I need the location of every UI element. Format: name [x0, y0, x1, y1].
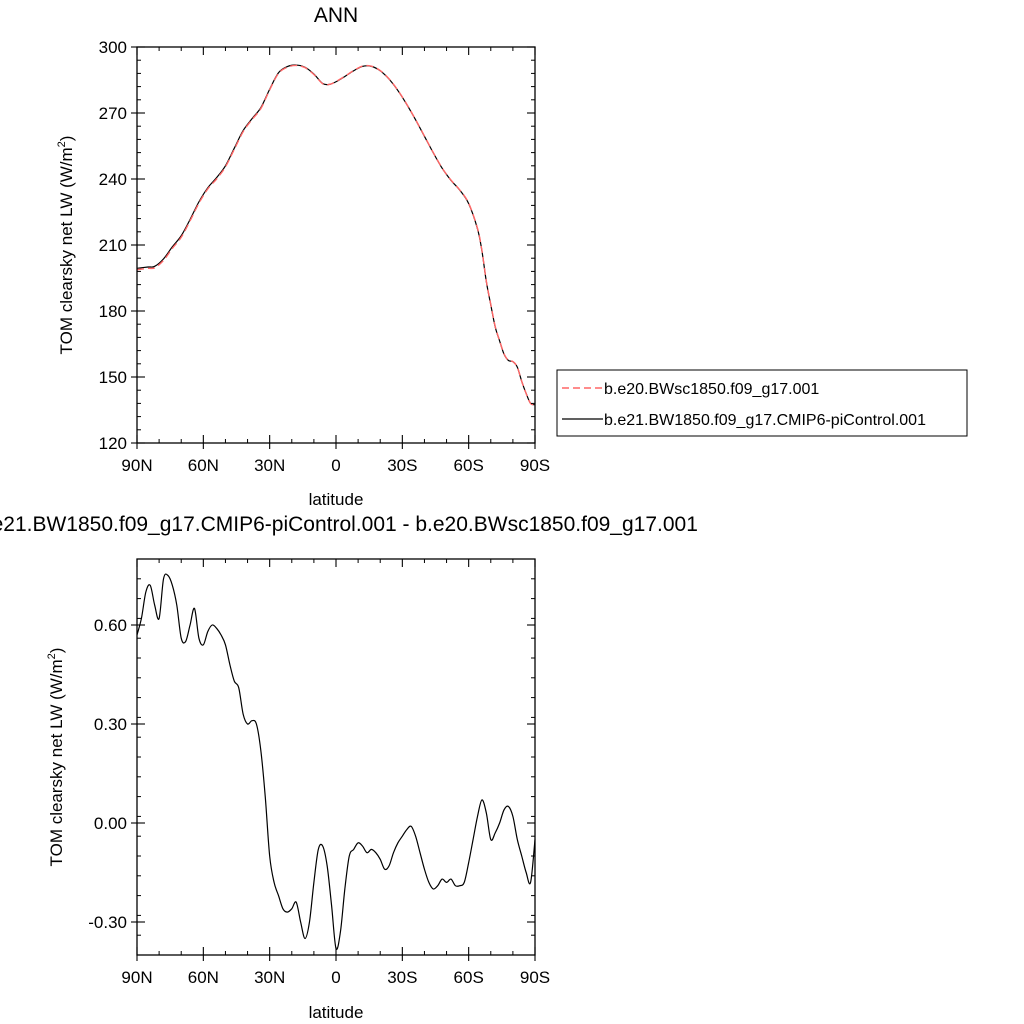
top-panel-x-tick-label: 60N — [188, 456, 219, 475]
bottom-panel-y-tick-label: 0.00 — [94, 814, 127, 833]
bottom-panel-y-tick-label: 0.60 — [94, 616, 127, 635]
top-panel: ANN 90N 60N 30N 0 30S 60S 90S 120 150 180 210 240 27… — [56, 4, 968, 509]
top-panel-y-tick-label: 150 — [99, 368, 127, 387]
bottom-panel-x-axis-label: latitude — [309, 1003, 364, 1022]
top-panel-y-tick-label: 300 — [99, 38, 127, 57]
top-panel-y-tick-label: 210 — [99, 236, 127, 255]
top-panel-plot-frame — [136, 46, 536, 444]
top-panel-x-tick-label: 0 — [331, 456, 340, 475]
bottom-panel-y-axis-label: TOM clearsky net LW (W/m2) — [46, 648, 66, 867]
top-panel-x-axis-label: latitude — [309, 490, 364, 509]
top-panel-y-axis-label-close: ) — [57, 136, 76, 142]
bottom-panel-series-line-1 — [136, 573, 536, 950]
bottom-panel-title: b.e21.BW1850.f09_g17.CMIP6-piControl.001… — [0, 513, 698, 536]
bottom-panel-x-tick-label: 90S — [520, 968, 550, 987]
bottom-panel-x-tick-label: 60S — [454, 968, 484, 987]
top-panel-series-line-2 — [136, 64, 536, 406]
legend-label-series-2: b.e21.BW1850.f09_g17.CMIP6-piControl.001 — [604, 412, 926, 429]
bottom-panel-y-tick-label: 0.30 — [94, 715, 127, 734]
top-panel-y-axis-label: TOM clearsky net LW (W/m2) — [56, 136, 76, 355]
bottom-panel-y-axis-label-superscript: 2 — [46, 653, 58, 659]
top-panel-series-line-1 — [136, 64, 536, 406]
top-panel-x-tick-label: 60S — [454, 456, 484, 475]
bottom-panel-x-tick-label: 60N — [188, 968, 219, 987]
top-panel-y-axis-label-superscript: 2 — [56, 141, 68, 147]
bottom-panel-x-tick-label: 0 — [331, 968, 340, 987]
top-panel-y-tick-label: 270 — [99, 104, 127, 123]
bottom-panel: b.e21.BW1850.f09_g17.CMIP6-piControl.001… — [0, 513, 698, 1022]
top-panel-x-tick-label: 30S — [387, 456, 417, 475]
top-panel-x-tick-label: 90N — [121, 456, 152, 475]
bottom-panel-y-axis-label-close: ) — [47, 648, 66, 654]
top-panel-axes: 90N 60N 30N 0 30S 60S 90S 120 150 180 210 240 270 300 — [99, 38, 551, 475]
bottom-panel-x-tick-label: 30N — [254, 968, 285, 987]
bottom-panel-series-layer — [136, 573, 536, 950]
bottom-panel-x-tick-label: 90N — [121, 968, 152, 987]
top-panel-y-tick-label: 180 — [99, 302, 127, 321]
legend: b.e20.BWsc1850.f09_g17.001 b.e21.BW1850.… — [556, 369, 968, 437]
bottom-panel-x-tick-label: 30S — [387, 968, 417, 987]
top-panel-x-tick-label: 90S — [520, 456, 550, 475]
top-panel-y-tick-label: 120 — [99, 434, 127, 453]
top-panel-y-axis-label-main: TOM clearsky net LW (W/m — [57, 147, 76, 354]
bottom-panel-y-axis-label-main: TOM clearsky net LW (W/m — [47, 659, 66, 866]
top-panel-title: ANN — [314, 4, 358, 27]
top-panel-x-tick-label: 30N — [254, 456, 285, 475]
bottom-panel-y-tick-label: -0.30 — [88, 913, 127, 932]
legend-box — [556, 369, 968, 437]
top-panel-y-tick-label: 240 — [99, 170, 127, 189]
top-panel-series-layer — [136, 64, 536, 406]
legend-label-series-1: b.e20.BWsc1850.f09_g17.001 — [604, 381, 819, 398]
bottom-panel-axes: 90N 60N 30N 0 30S 60S 90S -0.30 0.00 0.30 0.60 — [88, 558, 550, 987]
